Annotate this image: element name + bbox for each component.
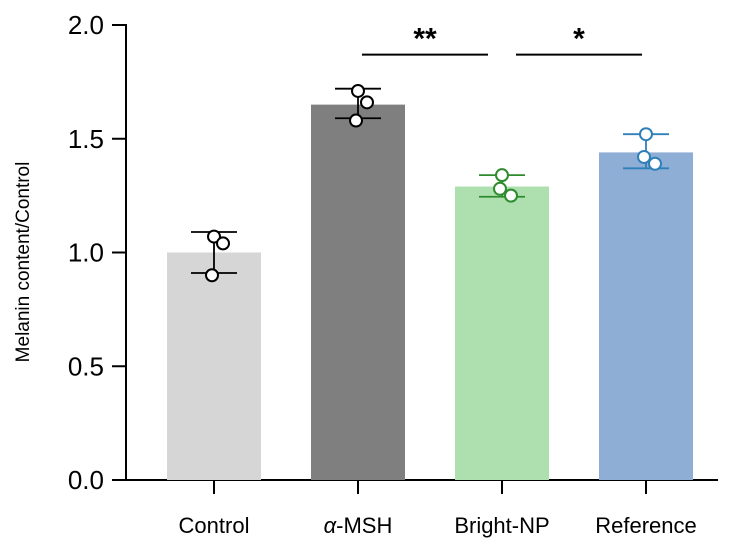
data-point xyxy=(360,95,374,110)
bar xyxy=(599,152,693,480)
data-point xyxy=(351,83,365,98)
x-tick-label: α-MSH xyxy=(324,513,393,538)
x-axis: Control α-MSH Bright-NP Reference xyxy=(125,479,718,538)
data-points xyxy=(205,83,662,283)
y-tick-label: 0.5 xyxy=(68,351,104,381)
data-point xyxy=(637,149,651,164)
significance-annotations: ** * xyxy=(362,23,642,56)
y-tick-label: 1.0 xyxy=(68,238,104,268)
data-point xyxy=(207,229,221,244)
data-point xyxy=(504,188,518,203)
significance-label: ** xyxy=(413,23,437,56)
y-tick-label: 0.0 xyxy=(68,465,104,495)
data-point xyxy=(648,156,662,171)
bars xyxy=(167,104,693,480)
x-tick-label: Reference xyxy=(595,513,697,538)
y-axis: 0.0 0.5 1.0 1.5 2.0 xyxy=(68,10,127,495)
data-point xyxy=(495,168,509,183)
y-tick-label: 2.0 xyxy=(68,10,104,40)
data-point xyxy=(216,236,230,251)
significance-label: * xyxy=(573,23,585,56)
bar xyxy=(455,186,549,480)
data-point xyxy=(639,127,653,142)
y-axis-title: Melanin content/Control xyxy=(13,162,34,363)
error-bars xyxy=(191,87,669,274)
y-tick-label: 1.5 xyxy=(68,124,104,154)
x-tick-label: Control xyxy=(179,513,250,538)
data-point xyxy=(205,268,219,283)
data-point xyxy=(493,181,507,196)
bar xyxy=(311,104,405,480)
x-tick-label: Bright-NP xyxy=(454,513,549,538)
data-point xyxy=(349,113,363,128)
bar xyxy=(167,252,261,480)
